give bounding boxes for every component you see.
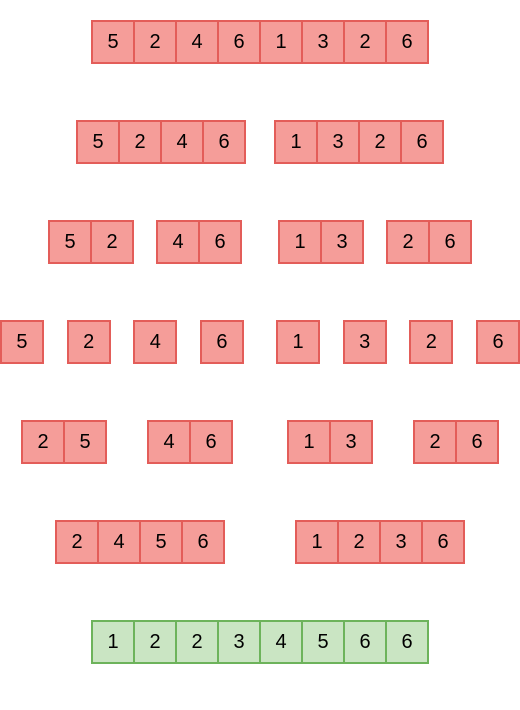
cell-group: 25	[21, 420, 107, 464]
cell-group: 26	[413, 420, 499, 464]
cell-group: 2	[67, 320, 111, 364]
cell-group: 1236	[295, 520, 465, 564]
cell-group: 52	[48, 220, 134, 264]
cell-group: 26	[386, 220, 472, 264]
cell-group: 2	[409, 320, 453, 364]
array-cell: 1	[259, 20, 303, 64]
array-cell: 2	[386, 220, 430, 264]
array-cell: 6	[421, 520, 465, 564]
diagram-row: 12234566	[0, 620, 520, 664]
array-cell: 4	[147, 420, 191, 464]
array-cell: 4	[156, 220, 200, 264]
array-cell: 3	[217, 620, 261, 664]
array-cell: 6	[428, 220, 472, 264]
array-cell: 2	[67, 320, 111, 364]
array-cell: 6	[476, 320, 520, 364]
array-cell: 5	[76, 120, 120, 164]
cell-group: 46	[156, 220, 242, 264]
cell-group: 2456	[55, 520, 225, 564]
array-cell: 1	[295, 520, 339, 564]
array-cell: 6	[385, 620, 429, 664]
array-cell: 4	[133, 320, 177, 364]
array-cell: 6	[400, 120, 444, 164]
array-cell: 6	[385, 20, 429, 64]
array-cell: 1	[278, 220, 322, 264]
array-cell: 5	[139, 520, 183, 564]
array-cell: 4	[97, 520, 141, 564]
array-cell: 6	[189, 420, 233, 464]
array-cell: 2	[337, 520, 381, 564]
array-cell: 6	[455, 420, 499, 464]
array-cell: 3	[301, 20, 345, 64]
cell-group: 1	[276, 320, 320, 364]
array-cell: 2	[358, 120, 402, 164]
array-cell: 2	[133, 620, 177, 664]
array-cell: 6	[202, 120, 246, 164]
diagram-row: 52461326	[0, 20, 520, 64]
array-cell: 5	[63, 420, 107, 464]
cell-group: 3	[343, 320, 387, 364]
diagram-row: 52461326	[0, 220, 520, 264]
array-cell: 5	[301, 620, 345, 664]
array-cell: 2	[118, 120, 162, 164]
array-cell: 3	[329, 420, 373, 464]
cell-group: 13	[278, 220, 364, 264]
array-cell: 3	[320, 220, 364, 264]
array-cell: 4	[175, 20, 219, 64]
array-cell: 1	[276, 320, 320, 364]
array-cell: 6	[200, 320, 244, 364]
array-cell: 2	[133, 20, 177, 64]
array-cell: 2	[55, 520, 99, 564]
array-cell: 2	[175, 620, 219, 664]
diagram-row: 52461326	[0, 320, 520, 364]
cell-group: 5246	[76, 120, 246, 164]
array-cell: 5	[0, 320, 44, 364]
array-cell: 3	[379, 520, 423, 564]
array-cell: 4	[259, 620, 303, 664]
diagram-row: 25461326	[0, 420, 520, 464]
cell-group: 5	[0, 320, 44, 364]
diagram-row: 52461326	[0, 120, 520, 164]
cell-group: 6	[200, 320, 244, 364]
cell-group: 4	[133, 320, 177, 364]
array-cell: 5	[91, 20, 135, 64]
array-cell: 2	[413, 420, 457, 464]
cell-group: 6	[476, 320, 520, 364]
array-cell: 6	[343, 620, 387, 664]
array-cell: 3	[343, 320, 387, 364]
array-cell: 5	[48, 220, 92, 264]
array-cell: 6	[217, 20, 261, 64]
cell-group: 46	[147, 420, 233, 464]
array-cell: 2	[343, 20, 387, 64]
array-cell: 1	[274, 120, 318, 164]
array-cell: 1	[91, 620, 135, 664]
array-cell: 6	[198, 220, 242, 264]
diagram-row: 24561236	[0, 520, 520, 564]
array-cell: 6	[181, 520, 225, 564]
array-cell: 4	[160, 120, 204, 164]
cell-group: 52461326	[91, 20, 429, 64]
array-cell: 2	[409, 320, 453, 364]
cell-group: 1326	[274, 120, 444, 164]
array-cell: 2	[21, 420, 65, 464]
cell-group: 13	[287, 420, 373, 464]
cell-group: 12234566	[91, 620, 429, 664]
array-cell: 3	[316, 120, 360, 164]
array-cell: 1	[287, 420, 331, 464]
array-cell: 2	[90, 220, 134, 264]
